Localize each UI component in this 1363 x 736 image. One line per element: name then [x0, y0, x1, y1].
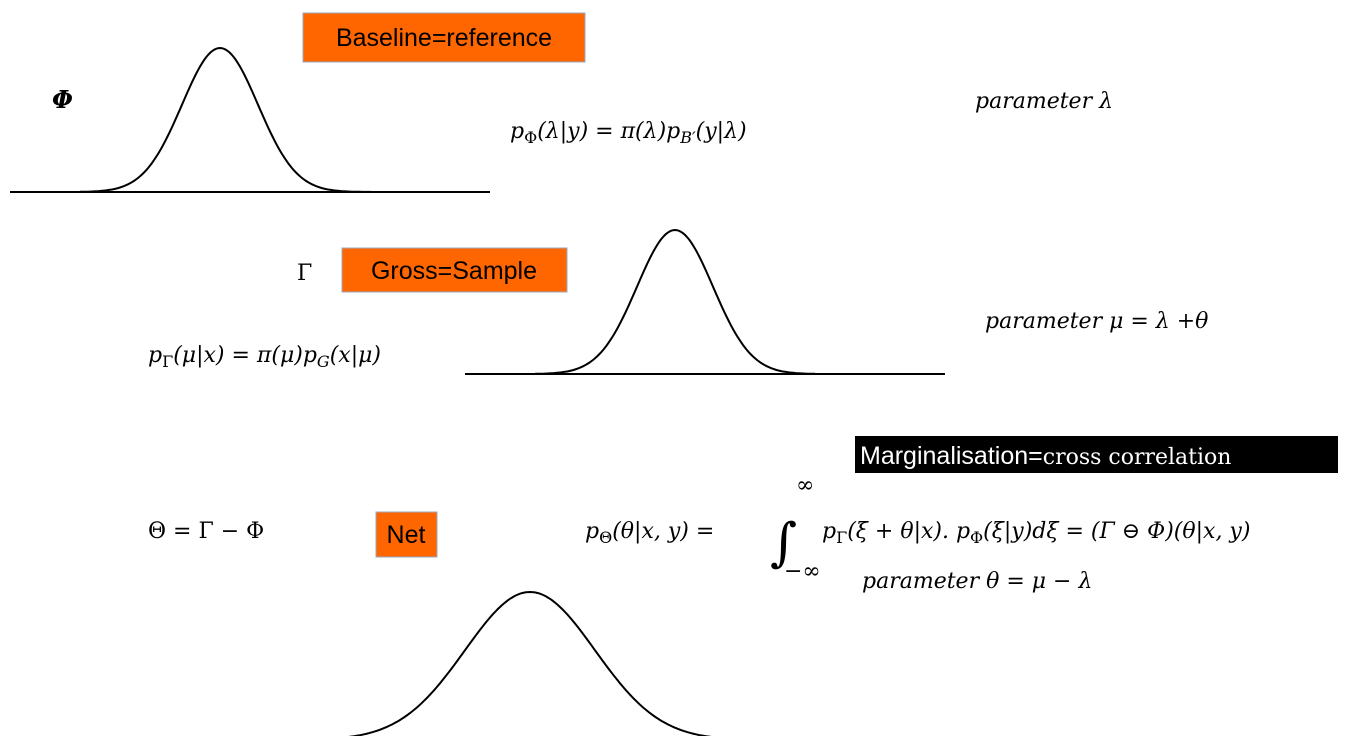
label: Marginalisation=cross correlation [860, 442, 1231, 470]
formula: pΓ(μ|x) = π(μ)pG(x|μ) [148, 343, 381, 371]
symbol: Φ [52, 85, 73, 114]
integral: ∫ [770, 513, 797, 573]
formula: pΦ(λ|y) = π(λ)pB′(y|λ) [510, 119, 747, 147]
parameter: parameter λ [975, 89, 1113, 114]
label: Gross=Sample [371, 257, 537, 285]
parameter: parameter θ = μ − λ [862, 569, 1092, 594]
formula: Θ = Γ − Φ [148, 519, 264, 544]
bell-curve [80, 46, 380, 193]
integral-lower: −∞ [784, 559, 821, 584]
integral-upper: ∞ [796, 473, 814, 498]
formula: pΓ(ξ + θ|x). pΦ(ξ|y)dξ = (Γ ⊖ Φ)(θ|x, y) [822, 519, 1250, 547]
label: Net [387, 521, 426, 549]
bell-curve [535, 228, 815, 375]
label-box [375, 511, 438, 558]
label-box [302, 12, 586, 63]
parameter: parameter μ = λ +θ [985, 309, 1208, 334]
formula: pΘ(θ|x, y) = [585, 519, 714, 547]
label-box [341, 247, 568, 293]
label: Baseline=reference [336, 24, 552, 52]
bell-curve [348, 590, 712, 736]
symbol: Γ [297, 261, 312, 286]
label-box [855, 436, 1338, 473]
